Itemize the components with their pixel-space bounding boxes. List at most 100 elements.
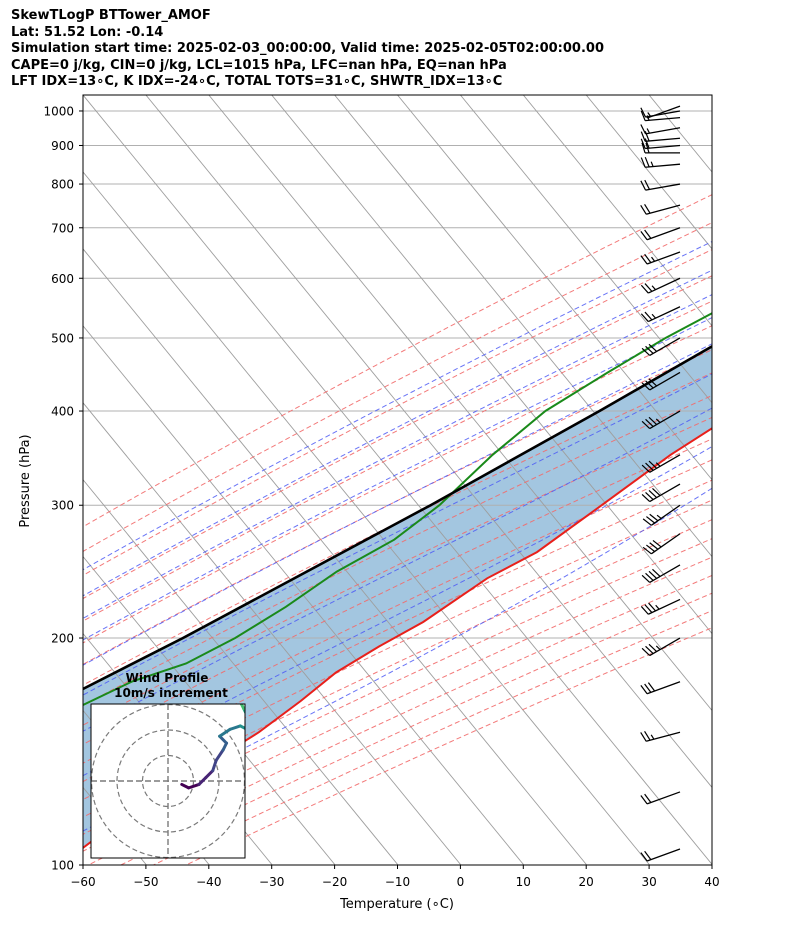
wind-barb [641,142,680,154]
wind-barb [640,227,681,241]
hodograph-segment [214,748,225,762]
isotherm-0 [460,95,712,404]
y-axis-label: Pressure (hPa) [18,434,33,527]
isotherm-30 [648,95,712,173]
hodograph-inset: Wind Profile 10m/s increment [90,671,246,859]
dry-adiabat [83,538,712,835]
isotherm--30 [271,95,712,635]
x-tick-label: −20 [322,875,347,889]
title-convective-params: CAPE=0 j/kg, CIN=0 j/kg, LCL=1015 hPa, L… [11,57,507,73]
x-tick-label: −30 [259,875,284,889]
wind-barb [640,277,681,294]
hodograph-segment [204,769,215,780]
hodograph-title: Wind Profile [126,671,209,685]
wind-barb [641,637,681,657]
wind-barb [640,179,681,191]
y-tick-label: 900 [51,139,74,153]
hodograph-subtitle: 10m/s increment [114,686,228,700]
hodograph-segment [197,776,208,786]
y-tick-label: 100 [51,859,74,873]
x-tick-label: −50 [133,875,158,889]
x-tick-label: 10 [516,875,531,889]
dry-adiabat [83,194,712,528]
wind-barb [640,681,681,695]
dry-adiabat [83,438,712,745]
x-tick-label: 30 [641,875,656,889]
hodograph-segment [218,734,229,745]
x-tick-label: −60 [70,875,95,889]
isotherm--40 [208,95,712,712]
wind-barb [640,598,681,615]
moist-adiabat [83,373,712,696]
wind-barb [640,848,681,862]
hodograph-segment [211,758,218,773]
y-tick-label: 400 [51,405,74,419]
y-tick-label: 800 [51,178,74,192]
wind-barb [640,791,681,805]
dewpoint-profile-line [83,312,712,707]
title-stability-indices: LFT IDX=13∘C, K IDX=-24∘C, TOTAL TOTS=31… [11,74,503,89]
dry-adiabat [83,479,712,783]
wind-barb [641,564,681,584]
isotherm--50 [145,95,712,789]
dry-adiabat [83,394,712,706]
wind-barb [640,731,681,742]
x-tick-label: −40 [196,875,221,889]
wind-barb [641,454,681,473]
isotherm--70 [83,171,651,865]
wind-barb [640,156,681,168]
x-tick-label: 20 [579,875,594,889]
wind-barb [640,306,681,323]
isotherm-20 [585,95,712,250]
moist-adiabat [83,294,712,619]
dry-adiabat [83,249,712,576]
wind-barb [641,337,681,357]
x-tick-label: −10 [385,875,410,889]
moist-adiabat [83,407,712,732]
wind-barb [640,107,681,118]
hodograph-frame [90,703,246,859]
dry-adiabat [83,275,712,600]
wind-barb [640,251,681,265]
isotherm--90 [83,325,525,865]
dry-adiabat [153,610,712,865]
moist-adiabat [83,445,712,777]
wind-barb [640,138,681,150]
y-tick-label: 700 [51,221,74,235]
parcel-profile-line [83,344,712,691]
dry-adiabat [83,519,712,818]
wind-barb [641,483,681,503]
isotherm--80 [83,248,588,865]
hodograph-segment [218,727,232,738]
title-station: SkewTLogP BTTower_AMOF [11,8,211,23]
wind-barb [640,110,681,122]
y-tick-label: 1000 [43,104,74,118]
wind-barb [642,504,681,526]
wind-barb [640,204,681,215]
mixing-ratio-line [727,92,794,284]
dry-adiabat [83,325,712,644]
wind-barb [641,410,681,430]
moist-adiabat [83,269,712,597]
y-tick-label: 200 [51,632,74,646]
isotherm-40 [711,95,712,96]
moist-adiabat [83,487,712,832]
isotherm-50 [775,95,794,865]
x-tick-label: 40 [704,875,719,889]
title-times: Simulation start time: 2025-02-03_00:00:… [11,41,604,56]
hodograph-segment [228,724,242,731]
x-tick-label: 0 [457,875,465,889]
isotherm-10 [522,95,712,327]
isotherm--60 [83,95,712,865]
isotherm--100 [83,402,462,865]
y-tick-label: 600 [51,272,74,286]
dry-adiabat [83,372,712,686]
y-tick-label: 300 [51,499,74,513]
mixing-ratio-line [789,92,794,284]
isotherm--10 [397,95,712,481]
moist-adiabat [83,317,712,641]
x-axis-label: Temperature (∘C) [339,897,454,912]
y-tick-label: 500 [51,331,74,345]
moist-adiabat [83,343,712,666]
